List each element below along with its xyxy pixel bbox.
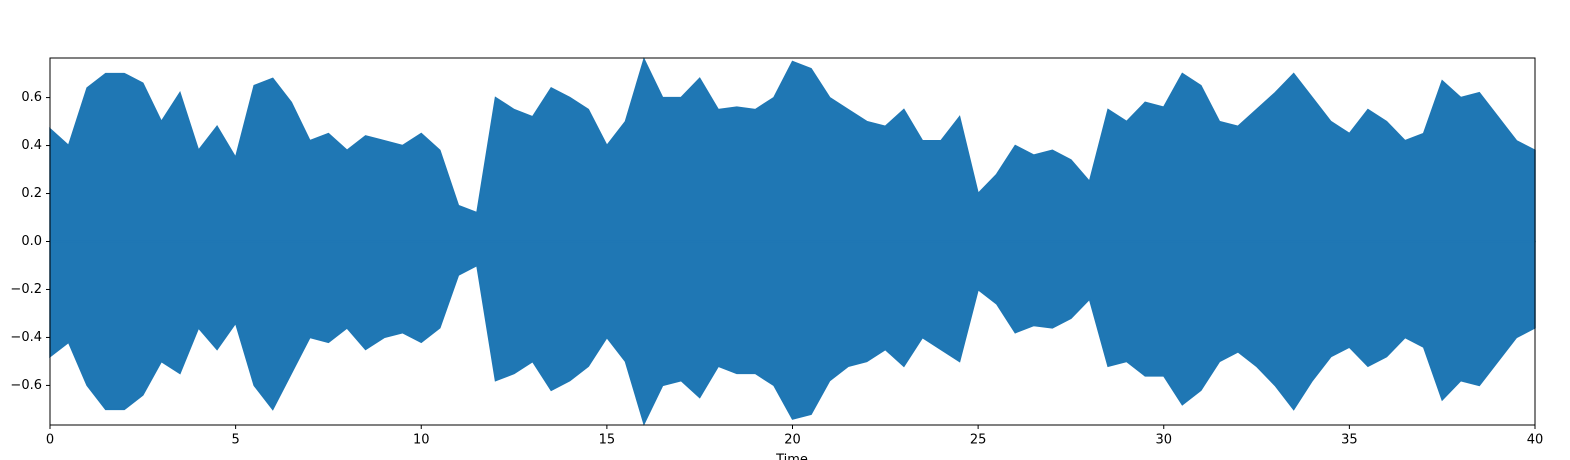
- x-tick-label: 15: [599, 433, 616, 448]
- x-axis-label: Time: [775, 453, 808, 460]
- waveform-envelope: [49, 57, 1536, 243]
- y-tick-label: −0.2: [10, 282, 42, 297]
- x-tick-label: 25: [970, 433, 987, 448]
- x-tick-label: 20: [784, 433, 801, 448]
- x-tick-label: 0: [46, 433, 54, 448]
- x-tick-label: 30: [1155, 433, 1172, 448]
- y-tick-label: 0.4: [21, 138, 42, 153]
- y-tick-label: −0.6: [10, 378, 42, 393]
- y-tick-label: 0.0: [21, 234, 42, 249]
- y-tick-label: 0.2: [21, 186, 42, 201]
- x-tick-label: 35: [1341, 433, 1358, 448]
- x-tick-label: 10: [413, 433, 430, 448]
- x-tick-label: 5: [231, 433, 239, 448]
- x-tick-label: 40: [1527, 433, 1544, 448]
- waveform-envelope: [49, 240, 1536, 426]
- y-tick-label: −0.4: [10, 330, 42, 345]
- y-tick-label: 0.6: [21, 90, 42, 105]
